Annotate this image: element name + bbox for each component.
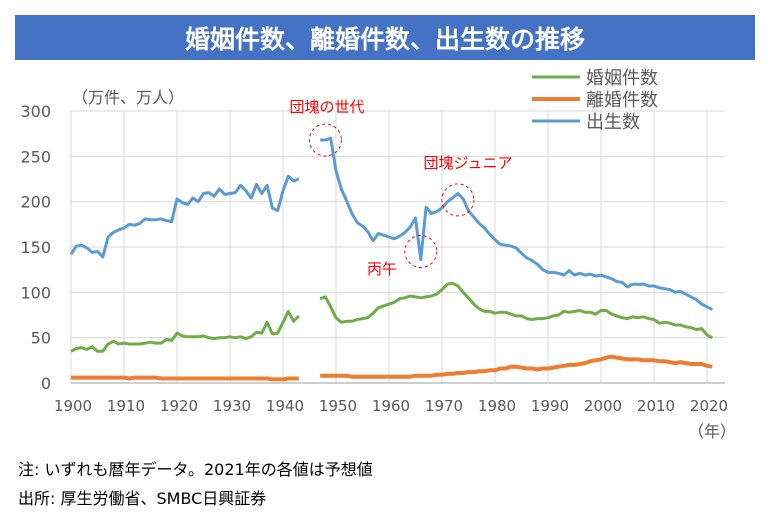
x-tick-label: 1940 <box>266 397 304 415</box>
series-line-births <box>69 136 714 311</box>
x-tick-label: 1910 <box>107 397 145 415</box>
x-tick-label: 1970 <box>425 397 463 415</box>
x-tick-label: 1930 <box>213 397 251 415</box>
x-tick-label: 1900 <box>54 397 92 415</box>
note-text: 注: いずれも暦年データ。2021年の各値は予想値 <box>18 460 373 479</box>
y-tick-label: 50 <box>31 329 51 348</box>
series-line-divorce <box>71 354 713 382</box>
y-tick-label: 200 <box>20 193 51 212</box>
annotation-label: 丙午 <box>367 260 397 278</box>
y-tick-label: 150 <box>20 238 51 257</box>
series-line-marriage <box>70 281 714 353</box>
y-axis-label: （万件、万人） <box>72 88 184 107</box>
annotation-circle <box>308 123 342 157</box>
x-tick-label: 2010 <box>637 397 675 415</box>
x-tick-label: 1980 <box>478 397 516 415</box>
x-tick-label: 1960 <box>372 397 410 415</box>
annotation-circle <box>441 183 475 217</box>
annotation-label: 団塊ジュニア <box>424 154 513 172</box>
y-tick-label: 0 <box>41 374 51 393</box>
y-tick-label: 300 <box>20 102 51 121</box>
y-tick-label: 100 <box>20 283 51 302</box>
chart-title: 婚姻件数、離婚件数、出生数の推移 <box>15 15 755 60</box>
legend-label-births: 出生数 <box>586 112 640 133</box>
annotation-circle <box>404 235 438 269</box>
legend-label-divorce: 離婚件数 <box>586 90 658 111</box>
x-axis-label: （年） <box>688 422 736 441</box>
y-tick-label: 250 <box>20 147 51 166</box>
x-tick-label: 2000 <box>584 397 622 415</box>
source-text: 出所: 厚生労働省、SMBC日興証券 <box>18 489 267 508</box>
x-tick-label: 1990 <box>531 397 569 415</box>
x-tick-label: 2020 <box>690 397 728 415</box>
legend-label-marriage: 婚姻件数 <box>586 68 658 89</box>
annotation-label: 団塊の世代 <box>289 98 364 116</box>
x-tick-label: 1920 <box>160 397 198 415</box>
x-tick-label: 1950 <box>319 397 357 415</box>
